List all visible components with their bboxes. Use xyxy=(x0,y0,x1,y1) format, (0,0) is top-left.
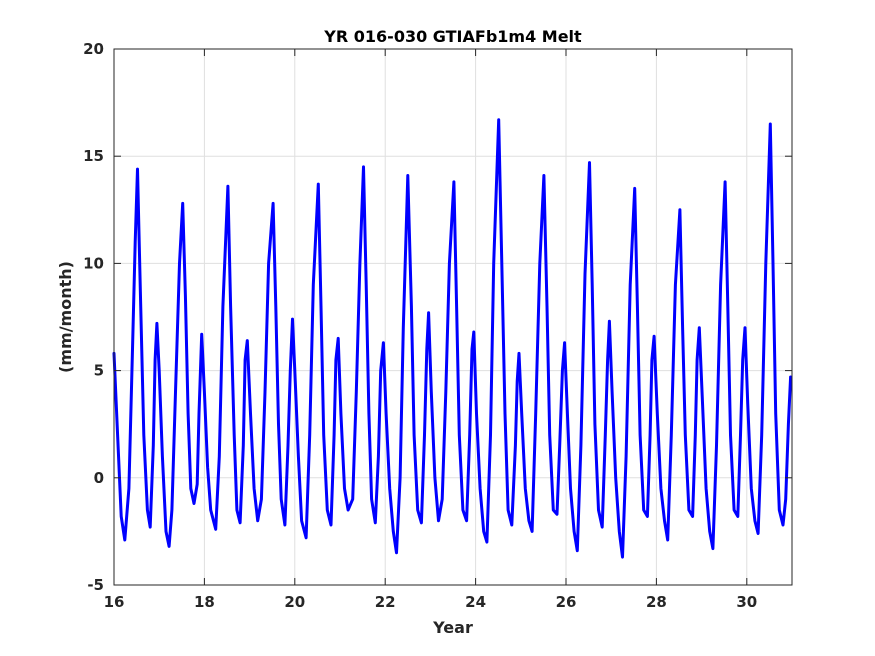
x-tick-label: 24 xyxy=(465,593,486,611)
y-tick-label: 0 xyxy=(94,469,104,487)
plot-area-frame xyxy=(113,48,793,586)
series-layer xyxy=(112,118,793,559)
y-tick-label: 20 xyxy=(83,40,104,58)
x-tick-label: 20 xyxy=(284,593,305,611)
x-tick-label: 28 xyxy=(646,593,667,611)
x-tick-label: 22 xyxy=(375,593,396,611)
ticks: 16 18 20 22 24 26 28 30 -5 0 5 10 15 20 xyxy=(83,40,792,611)
series-line xyxy=(112,118,793,559)
chart-title: YR 016-030 GTIAFb1m4 Melt xyxy=(323,27,582,46)
y-tick-label: 5 xyxy=(94,362,104,380)
x-tick-label: 16 xyxy=(104,593,125,611)
y-tick-label: 15 xyxy=(83,147,104,165)
y-tick-label: -5 xyxy=(87,576,104,594)
y-tick-label: 10 xyxy=(83,254,104,272)
x-tick-label: 26 xyxy=(556,593,577,611)
y-axis-title: (mm/month) xyxy=(56,261,75,373)
x-axis-title: Year xyxy=(432,618,473,637)
x-tick-label: 18 xyxy=(194,593,215,611)
x-tick-label: 30 xyxy=(736,593,757,611)
